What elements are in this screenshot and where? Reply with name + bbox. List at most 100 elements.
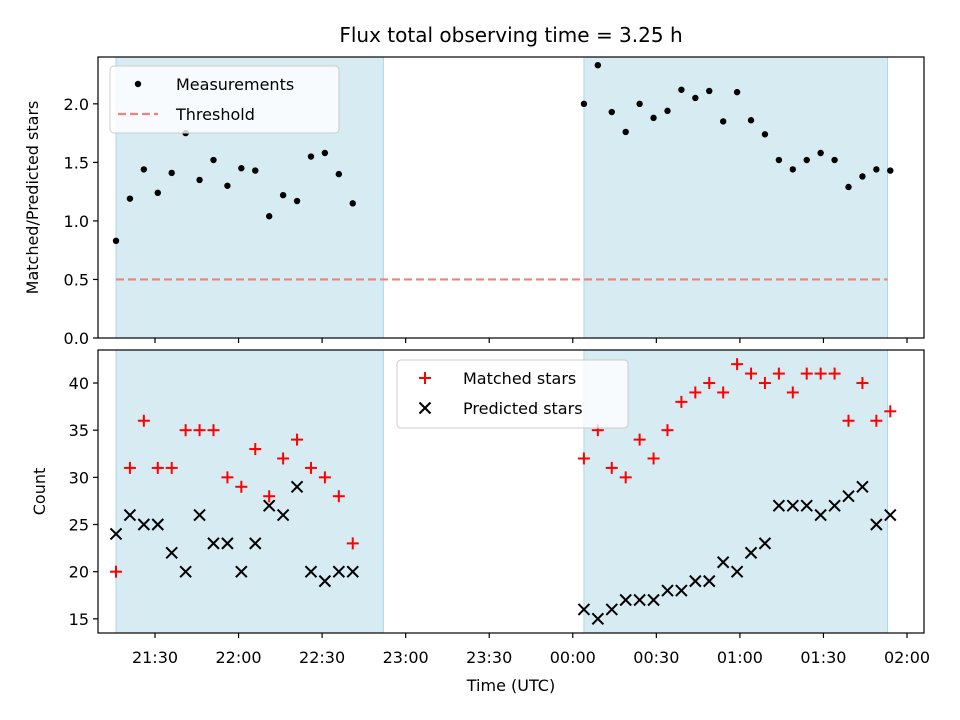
observing-window-band	[583, 56, 889, 339]
matched-star-point	[870, 414, 883, 427]
measurement-point	[265, 213, 273, 220]
y-tick-label: 40	[69, 374, 89, 393]
y-tick-label: 0.5	[64, 270, 89, 289]
measurement-point	[775, 156, 783, 164]
predicted-star-point	[249, 537, 262, 550]
y-tick-label: 30	[69, 468, 89, 487]
x-tick-label: 23:00	[383, 648, 429, 667]
x-tick-label: 00:00	[550, 648, 596, 667]
predicted-star-point	[290, 480, 304, 493]
measurement-point	[126, 195, 134, 202]
matched-star-point	[661, 424, 674, 437]
predicted-star-point	[179, 565, 192, 578]
matched-star-point	[828, 367, 841, 380]
predicted-star-point	[165, 546, 178, 560]
predicted-star-point	[661, 584, 674, 597]
y-tick-label: 35	[69, 421, 89, 440]
legend: Measurements Threshold	[109, 65, 340, 134]
matched-star-point	[647, 452, 660, 465]
y-tick-label: 2.0	[64, 95, 89, 114]
matched-star-point	[291, 433, 304, 446]
matched-star-point	[332, 490, 345, 503]
measurement-point	[154, 189, 161, 197]
observing-window-band	[115, 349, 384, 634]
series-matched-stars	[110, 358, 897, 578]
predicted-star-point	[647, 593, 660, 607]
legend-label: Threshold	[175, 105, 255, 124]
predicted-star-point	[772, 499, 786, 512]
matched-star-point	[110, 565, 123, 578]
matched-star-point	[758, 377, 771, 390]
matched-star-point	[277, 452, 290, 465]
y-tick-label: 20	[69, 563, 89, 582]
plot-frame	[97, 56, 925, 339]
matched-star-point	[786, 386, 799, 399]
series-measurements	[112, 61, 894, 245]
predicted-star-point	[814, 508, 827, 522]
measurement-point	[845, 183, 852, 191]
matched-star-point	[235, 480, 248, 493]
predicted-star-point	[151, 518, 164, 531]
y-tick-label: 0.0	[64, 329, 89, 348]
legend: Matched stars Predicted stars	[396, 359, 629, 429]
measurement-point	[859, 173, 866, 180]
x-tick-label: 22:30	[299, 648, 345, 667]
measurement-point	[580, 100, 588, 108]
measurement-point	[733, 88, 741, 96]
matched-star-point	[633, 433, 646, 446]
series-predicted-stars	[109, 480, 897, 626]
matched-star-point	[207, 424, 220, 437]
matched-star-point	[318, 471, 331, 484]
measurement-point	[719, 118, 727, 125]
matched-star-point	[346, 537, 359, 550]
measurement-point	[112, 237, 120, 245]
legend-entry: Predicted stars	[418, 399, 583, 418]
measurement-point	[747, 117, 755, 124]
measurement-point	[210, 156, 217, 164]
predicted-star-point	[744, 546, 758, 560]
predicted-star-point	[786, 499, 800, 512]
measurement-point	[873, 166, 880, 173]
measurement-point	[650, 114, 657, 122]
measurement-point	[335, 170, 343, 178]
matched-star-point	[304, 461, 317, 474]
predicted-star-point	[633, 593, 646, 607]
predicted-star-point	[193, 508, 206, 522]
y-tick-label: 15	[69, 610, 89, 629]
matched-star-point	[884, 405, 897, 418]
predicted-star-point	[884, 508, 897, 522]
predicted-star-point	[137, 518, 151, 531]
matched-star-point	[717, 386, 730, 399]
predicted-star-point	[758, 537, 772, 550]
measurement-point	[761, 131, 769, 138]
predicted-star-point	[235, 565, 248, 578]
ratio-panel: 0.0 0.5 1.0 1.5 2.0 Matched/Predicted stars Me…	[23, 56, 925, 348]
measurement-point	[293, 197, 301, 205]
matched-star-point	[151, 461, 164, 474]
predicted-star-point	[730, 565, 744, 578]
y-tick-label: 25	[69, 516, 89, 535]
predicted-star-point	[675, 584, 688, 597]
measurement-point	[196, 176, 203, 184]
y-axis-label: Count	[30, 468, 49, 516]
legend-label: Measurements	[176, 75, 294, 94]
matched-star-point	[800, 367, 813, 380]
matched-star-point	[703, 377, 716, 390]
x-tick-label: 01:30	[800, 648, 846, 667]
matched-star-point	[263, 490, 276, 503]
predicted-star-point	[346, 565, 359, 578]
predicted-star-point	[828, 499, 841, 512]
predicted-star-point	[318, 574, 332, 588]
matched-star-point	[689, 386, 702, 399]
count-panel: 15 20 25 30 35 40 21:30 22:00 22:30 23:00 23:30 00:…	[30, 349, 930, 667]
matched-star-point	[605, 461, 618, 474]
x-tick-label: 02:00	[884, 648, 930, 667]
matched-star-point	[577, 452, 590, 465]
matched-star-point	[137, 414, 150, 427]
measurement-point	[238, 165, 245, 172]
measurement-point	[678, 86, 685, 93]
matched-star-point	[179, 424, 192, 437]
measurement-point	[224, 182, 231, 189]
measurement-point	[803, 156, 810, 164]
measurement-point	[321, 149, 329, 157]
